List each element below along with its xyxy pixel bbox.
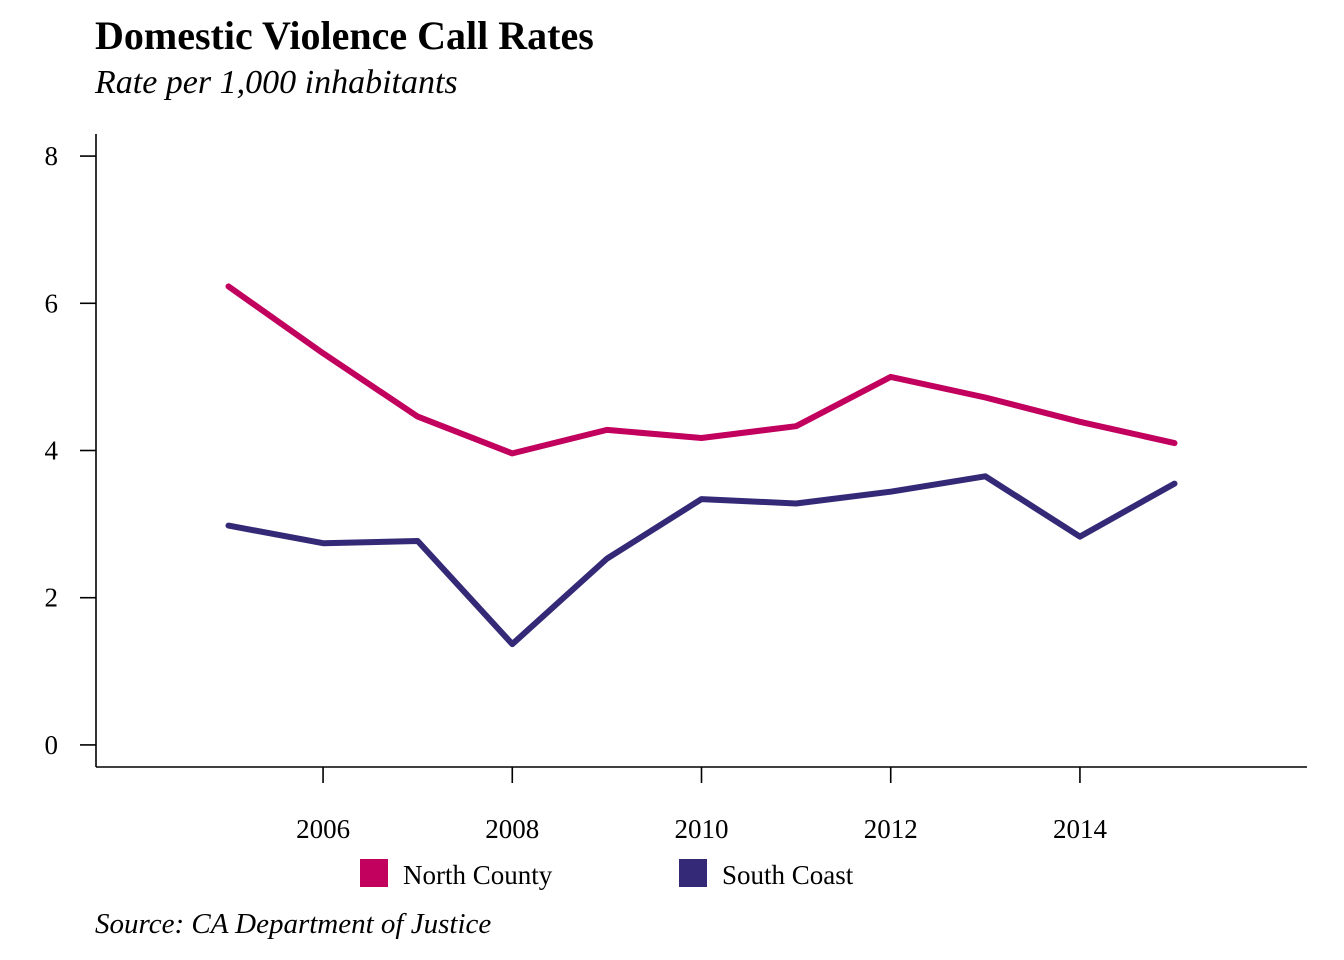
- y-tick-label: 4: [45, 436, 59, 466]
- chart-axes: 0 2 4 6 8 2006 2008 2010 2012 2014: [45, 134, 1307, 844]
- y-tick-label: 0: [45, 730, 59, 760]
- y-tick-label: 8: [45, 141, 59, 171]
- x-tick-label: 2012: [864, 814, 918, 844]
- x-tick-label: 2010: [675, 814, 729, 844]
- chart-source: Source: CA Department of Justice: [95, 908, 492, 940]
- chart-series: [225, 283, 1178, 648]
- x-tick-label: 2006: [296, 814, 350, 844]
- legend-swatch-north-county: [360, 859, 388, 887]
- series-line-south-coast: [225, 473, 1178, 648]
- series-line-north-county: [225, 283, 1178, 457]
- chart-legend: North County South Coast: [360, 859, 854, 890]
- legend-label-south-coast: South Coast: [722, 860, 854, 890]
- x-tick-label: 2008: [485, 814, 539, 844]
- chart-title: Domestic Violence Call Rates: [95, 13, 594, 58]
- legend-label-north-county: North County: [403, 860, 553, 890]
- chart-subtitle: Rate per 1,000 inhabitants: [95, 64, 458, 101]
- y-tick-label: 6: [45, 288, 59, 318]
- legend-swatch-south-coast: [679, 859, 707, 887]
- y-tick-label: 2: [45, 583, 59, 613]
- x-tick-label: 2014: [1053, 814, 1108, 844]
